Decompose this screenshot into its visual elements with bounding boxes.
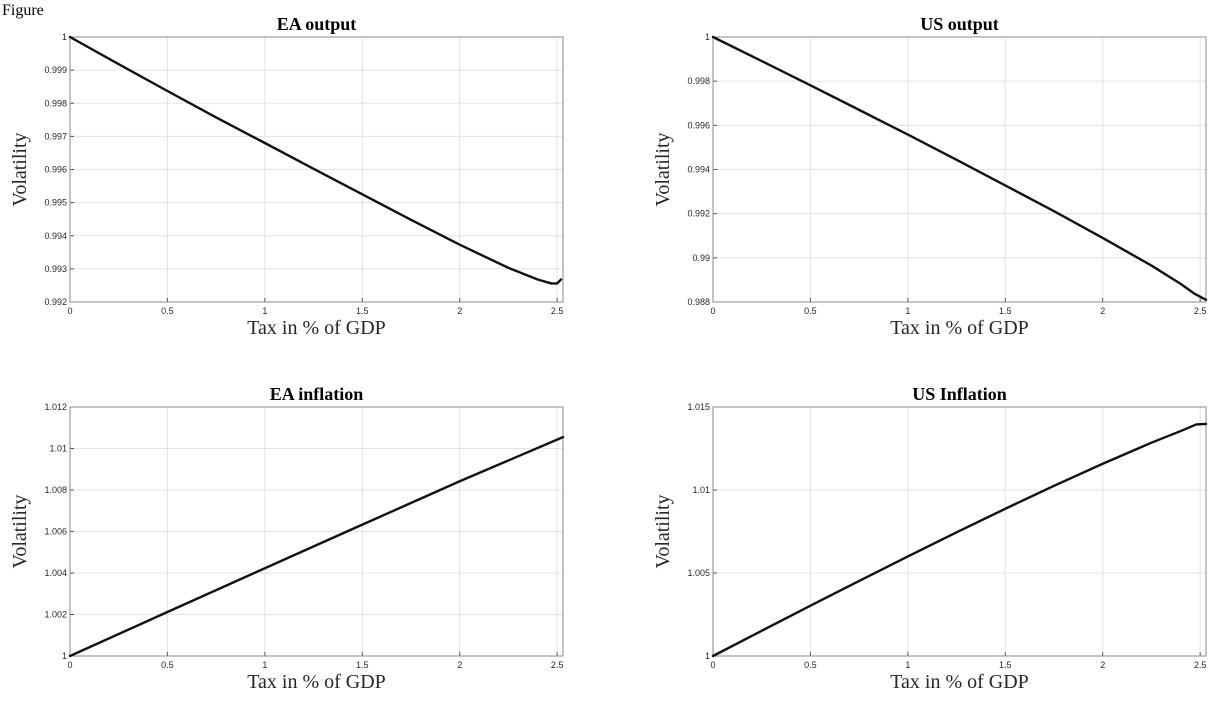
- us-inflation-y-tick-label: 1: [705, 651, 710, 661]
- us-inflation-x-tick-label: 2: [1100, 660, 1105, 670]
- us-output-y-axis-label: Volatility: [652, 132, 674, 206]
- ea-inflation-y-tick-label: 1.006: [44, 527, 67, 537]
- ea-output-y-tick-label: 0.998: [44, 98, 67, 108]
- us-output-axes-box: [712, 36, 1207, 303]
- ea-output-y-axis-label: Volatility: [9, 132, 31, 206]
- us-output-series-line: [711, 35, 1208, 301]
- us-output-x-tick-label: 1: [905, 306, 910, 316]
- us-output-y-tick-label: 1: [705, 32, 710, 42]
- us-inflation-x-tick-label: 1: [905, 660, 910, 670]
- ea-inflation-y-tick-label: 1.004: [44, 568, 67, 578]
- ea-inflation-title: EA inflation: [270, 384, 364, 404]
- us-output-y-tick-label: 0.998: [687, 76, 710, 86]
- ea-output-y-tick-label: 1: [62, 32, 67, 42]
- us-inflation-y-axis-label: Volatility: [652, 494, 674, 568]
- ea-output-x-tick-label: 2: [457, 306, 462, 316]
- us-inflation-series-line: [711, 422, 1208, 658]
- ea-output-series-line: [68, 35, 563, 285]
- ea-output-y-tick-label: 0.994: [44, 231, 67, 241]
- ea-inflation-series-line: [68, 435, 565, 658]
- ea-inflation-x-tick-label: 0.5: [161, 660, 174, 670]
- ea-output-y-tick-label: 0.997: [44, 131, 67, 141]
- ea-inflation-y-axis-label: Volatility: [9, 494, 31, 568]
- ea-inflation-x-tick-label: 1.5: [356, 660, 369, 670]
- us-inflation-y-tick-label: 1.005: [687, 568, 710, 578]
- ea-inflation-x-tick-label: 1: [262, 660, 267, 670]
- us-output-y-tick-label: 0.99: [692, 253, 710, 263]
- ea-inflation-y-tick-label: 1: [62, 651, 67, 661]
- us-output-x-tick-label: 0: [710, 306, 715, 316]
- ea-inflation-x-axis-label: Tax in % of GDP: [247, 671, 386, 693]
- ea-inflation-y-tick-label: 1.008: [44, 485, 67, 495]
- us-inflation-x-axis-label: Tax in % of GDP: [890, 671, 1029, 693]
- ea-output-x-tick-label: 1.5: [356, 306, 369, 316]
- us-output-x-tick-label: 0.5: [804, 306, 817, 316]
- us-output-x-tick-label: 2: [1100, 306, 1105, 316]
- us-inflation-y-tick-label: 1.01: [692, 485, 710, 495]
- us-output-y-tick-label: 0.994: [687, 165, 710, 175]
- ea-output-y-tick-label: 0.996: [44, 165, 67, 175]
- ea-output-axes-box: [69, 36, 564, 303]
- ea-output-x-tick-label: 0.5: [161, 306, 174, 316]
- us-output-panel: 0 0.5 1 1.5 2 2.5 0.988 0.99 0.992 0.994 0.996 0.99…: [652, 14, 1208, 339]
- ea-inflation-y-tick-label: 1.012: [44, 402, 67, 412]
- us-output-x-tick-label: 2.5: [1194, 306, 1207, 316]
- ea-output-y-tick-label: 0.995: [44, 198, 67, 208]
- ea-output-x-axis-label: Tax in % of GDP: [247, 317, 386, 339]
- ea-output-panel: 0 0.5 1 1.5 2 2.5 0.992 0.993 0.994 0.995 0.996 0.9…: [9, 14, 564, 339]
- us-inflation-x-tick-label: 1.5: [999, 660, 1012, 670]
- ea-inflation-panel: 0 0.5 1 1.5 2 2.5 1 1.002 1.004 1.006 1.008 1.01 1.0…: [9, 384, 565, 693]
- us-inflation-title: US Inflation: [912, 384, 1007, 404]
- us-output-y-tick-label: 0.992: [687, 209, 710, 219]
- us-output-title: US output: [920, 14, 999, 34]
- ea-output-y-tick-label: 0.999: [44, 65, 67, 75]
- ea-inflation-y-tick-label: 1.002: [44, 610, 67, 620]
- us-inflation-axes-box: [712, 406, 1207, 657]
- ea-inflation-x-tick-label: 0: [67, 660, 72, 670]
- us-output-x-tick-label: 1.5: [999, 306, 1012, 316]
- ea-inflation-axes-box: [69, 406, 564, 657]
- us-inflation-y-tick-label: 1.015: [687, 402, 710, 412]
- ea-inflation-x-tick-label: 2.5: [551, 660, 564, 670]
- ea-output-y-tick-label: 0.993: [44, 264, 67, 274]
- us-output-x-axis-label: Tax in % of GDP: [890, 317, 1029, 339]
- ea-output-x-tick-label: 0: [67, 306, 72, 316]
- us-output-y-tick-label: 0.996: [687, 120, 710, 130]
- ea-output-y-tick-label: 0.992: [44, 297, 67, 307]
- ea-inflation-y-tick-label: 1.01: [49, 444, 67, 454]
- ea-output-x-tick-label: 2.5: [551, 306, 564, 316]
- ea-inflation-x-tick-label: 2: [457, 660, 462, 670]
- us-output-y-tick-label: 0.988: [687, 297, 710, 307]
- us-inflation-panel: 0 0.5 1 1.5 2 2.5 1 1.005 1.01 1.015 US Inflation T…: [652, 384, 1208, 693]
- ea-output-x-tick-label: 1: [262, 306, 267, 316]
- us-inflation-x-tick-label: 0: [710, 660, 715, 670]
- us-inflation-x-tick-label: 2.5: [1194, 660, 1207, 670]
- us-inflation-x-tick-label: 0.5: [804, 660, 817, 670]
- figure-caption: Figure: [2, 2, 44, 19]
- ea-output-title: EA output: [277, 14, 357, 34]
